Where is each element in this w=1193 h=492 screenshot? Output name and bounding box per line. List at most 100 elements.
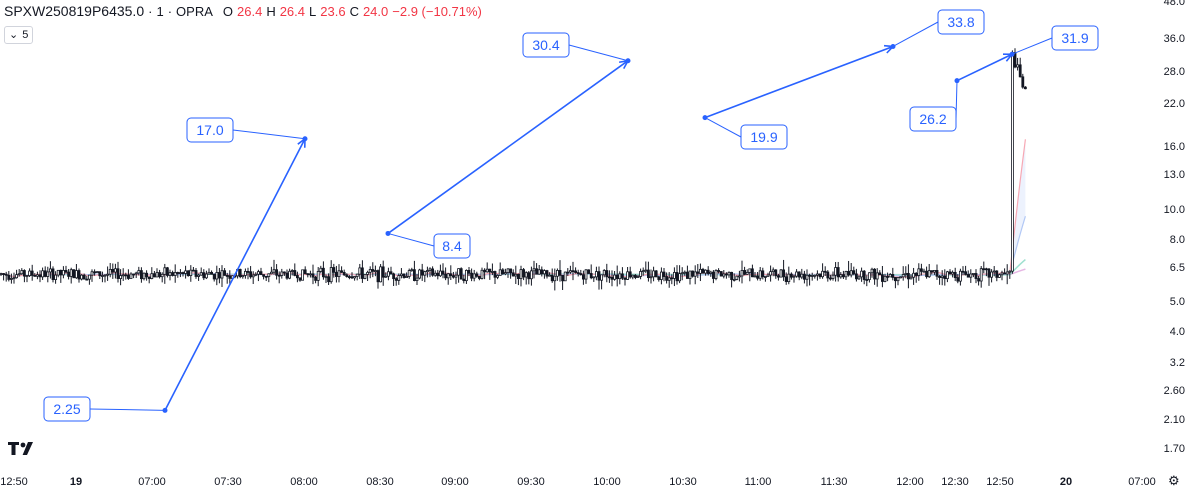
candle-body xyxy=(306,273,310,276)
interval-label[interactable]: 1 xyxy=(156,4,164,19)
candle-body xyxy=(345,274,349,277)
candle-body xyxy=(610,276,614,280)
candle-body xyxy=(72,269,76,279)
candle-body xyxy=(202,272,206,279)
candle-body xyxy=(712,271,715,279)
candle-body xyxy=(327,276,331,283)
candle-body xyxy=(246,270,250,273)
x-tick-label: 12:30 xyxy=(941,476,969,488)
y-tick-label: 6.5 xyxy=(1170,262,1185,274)
indicator-count: 5 xyxy=(22,29,29,41)
candle-body xyxy=(660,271,663,280)
candle-body xyxy=(693,271,697,277)
candle-body xyxy=(537,269,541,275)
candle-body xyxy=(992,270,996,273)
settings-gear-icon[interactable]: ⚙ xyxy=(1168,473,1180,488)
candle-body xyxy=(745,272,749,275)
candle-body xyxy=(191,269,195,272)
indicator-collapse-button[interactable]: ⌄ 5 xyxy=(4,26,34,44)
tradingview-logo[interactable] xyxy=(8,440,36,456)
candle-body xyxy=(907,272,910,280)
candle-body xyxy=(54,274,57,280)
x-tick-label: 09:30 xyxy=(517,476,545,488)
candle-body xyxy=(860,270,863,278)
candle-body xyxy=(108,268,112,275)
candle-body xyxy=(189,269,193,276)
candle-body xyxy=(376,270,380,283)
candle-body xyxy=(228,275,232,279)
x-tick-label: 08:30 xyxy=(366,476,394,488)
candle-body xyxy=(490,271,494,273)
callout-leader xyxy=(704,117,742,138)
candle-body xyxy=(834,267,837,276)
candle-body xyxy=(912,272,915,278)
candle-body xyxy=(412,269,416,281)
candle-body xyxy=(334,271,338,277)
candle-body xyxy=(777,275,780,278)
candle-body xyxy=(647,269,650,278)
candle-body xyxy=(821,270,824,278)
candle-body xyxy=(277,274,281,277)
y-tick-label: 5.0 xyxy=(1170,296,1185,308)
y-tick-label: 48.0 xyxy=(1164,0,1185,8)
symbol-name[interactable]: SPXW250819P6435.0 xyxy=(4,3,145,19)
candle-body xyxy=(467,269,471,274)
candle-body xyxy=(901,274,905,278)
candle-body xyxy=(402,273,406,278)
candle-body xyxy=(319,267,323,272)
candle-body xyxy=(548,274,551,277)
y-tick-label: 8.0 xyxy=(1170,234,1185,246)
candle-body xyxy=(7,274,11,280)
x-tick-label: 07:30 xyxy=(214,476,242,488)
time-axis: 12:50 19 07:00 07:30 08:00 08:30 09:00 09:30 10:… xyxy=(0,476,1156,488)
y-tick-label: 2.10 xyxy=(1164,414,1185,426)
callout-label: 30.4 xyxy=(532,37,559,53)
candle-body xyxy=(64,269,68,273)
candle-body xyxy=(597,271,601,281)
candle-body xyxy=(662,271,666,277)
callout-label: 33.8 xyxy=(947,14,974,30)
candle-body xyxy=(1021,76,1025,88)
candle-body xyxy=(464,269,468,282)
candle-body xyxy=(813,274,817,277)
close-label: C xyxy=(349,4,359,19)
candle-body xyxy=(722,273,726,277)
trend-arrow xyxy=(164,138,306,411)
candle-body xyxy=(20,270,24,275)
candle-body xyxy=(38,274,42,278)
candle-body xyxy=(532,268,536,272)
x-tick-label: 12:00 xyxy=(896,476,924,488)
candle-body xyxy=(615,274,619,280)
candle-body xyxy=(878,272,882,276)
y-tick-label: 3.2 xyxy=(1170,357,1185,369)
candle-body xyxy=(410,269,414,272)
callout-leader xyxy=(89,408,166,411)
candle-body xyxy=(88,274,91,280)
ma-line-mid xyxy=(0,215,1026,278)
candle-body xyxy=(584,269,588,280)
candle-body xyxy=(818,273,822,278)
callout-label: 8.4 xyxy=(442,238,462,254)
candle-body xyxy=(979,268,983,282)
candle-body xyxy=(756,275,759,279)
candle-body xyxy=(301,269,305,281)
candle-body xyxy=(543,270,546,275)
candle-body xyxy=(293,270,297,276)
x-tick-label: 19 xyxy=(70,476,82,488)
callout-label: 19.9 xyxy=(750,129,777,145)
x-tick-label: 12:50 xyxy=(986,476,1014,488)
candle-body xyxy=(592,276,596,279)
candle-body xyxy=(925,270,928,278)
candle-body xyxy=(977,278,980,282)
candle-body xyxy=(75,270,78,279)
x-tick-label: 08:00 xyxy=(290,476,318,488)
candle-body xyxy=(217,272,221,279)
candle-body xyxy=(62,269,65,276)
candle-body xyxy=(311,273,315,278)
candle-body xyxy=(847,271,850,276)
candle-body xyxy=(272,269,276,273)
exchange-label: OPRA xyxy=(176,4,213,19)
candle-body xyxy=(358,267,362,275)
candle-body xyxy=(82,274,86,280)
